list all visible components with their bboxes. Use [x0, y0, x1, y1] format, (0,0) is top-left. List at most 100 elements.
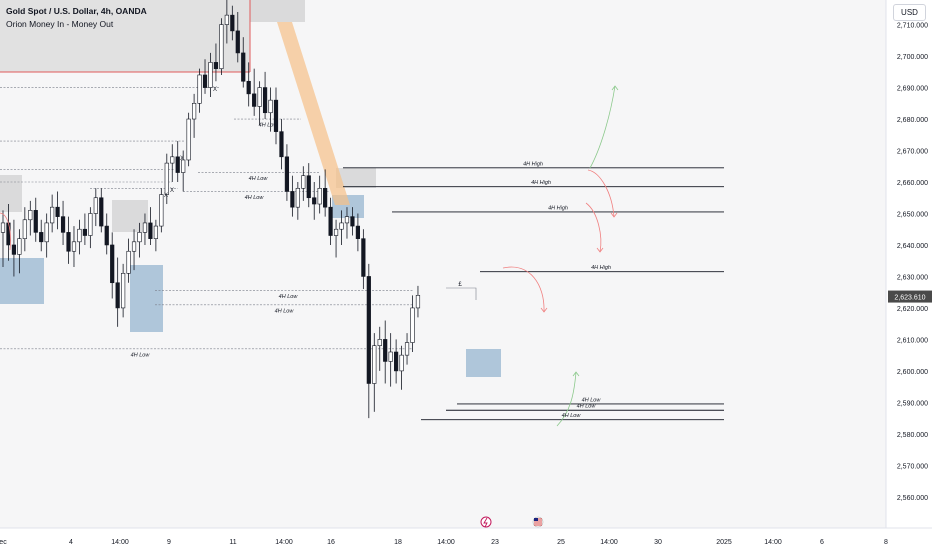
arrow-head [596, 247, 604, 253]
price-tick-label: 2,600.000 [897, 369, 928, 376]
candle [213, 43, 219, 82]
level-label: 4H High [523, 161, 543, 167]
time-tick-label: 18 [394, 539, 402, 546]
price-tick-label: 2,580.000 [897, 432, 928, 439]
time-tick-label: 14:00 [600, 539, 618, 546]
candle [399, 345, 404, 390]
candle [192, 93, 197, 138]
candle-body [11, 244, 17, 255]
candle [235, 12, 240, 63]
candle [415, 285, 421, 318]
candle [131, 229, 137, 271]
candle-body [104, 225, 109, 246]
candle-body [148, 222, 153, 239]
annotation-mark: X [164, 193, 168, 199]
price-axis[interactable]: 2,560.000 2,570.000 2,580.000 2,590.000 2,60… [888, 23, 932, 502]
candle [224, 0, 229, 44]
candle [202, 59, 208, 94]
candle-body [339, 222, 344, 230]
time-tick-label: 11 [229, 539, 236, 546]
candle [28, 200, 33, 236]
time-tick-label: 25 [557, 539, 565, 546]
zone-box [466, 349, 501, 377]
candle-body [175, 156, 180, 173]
candle [33, 197, 38, 242]
price-tick-label: 2,680.000 [897, 117, 928, 124]
candle-body [328, 206, 333, 236]
price-tick-label: 2,700.000 [897, 54, 928, 61]
candle [268, 87, 273, 132]
lightning-icon-circle [480, 516, 492, 528]
candle [257, 81, 262, 126]
indicator-name[interactable]: Orion Money In - Money Out [6, 19, 114, 29]
candle [197, 68, 202, 113]
candle-body [355, 225, 361, 239]
candle-body [284, 156, 290, 192]
projection-path [587, 169, 615, 218]
candle [262, 71, 268, 120]
candle-body [50, 206, 55, 224]
currency-button[interactable]: USD [893, 4, 926, 21]
candle-body [88, 213, 93, 236]
price-tick-label: 2,620.000 [897, 306, 928, 313]
level-label: 4H Low [562, 413, 582, 419]
candle [388, 333, 393, 387]
candle [208, 52, 213, 97]
plot-area[interactable] [0, 0, 886, 528]
price-badge [888, 290, 932, 303]
candle-body [66, 232, 71, 252]
candle-body [241, 52, 246, 82]
candle [88, 207, 93, 249]
candle [273, 87, 279, 145]
candle [110, 232, 115, 299]
time-tick-label: 9 [167, 539, 171, 546]
candle-body [235, 30, 240, 54]
candle [93, 188, 98, 227]
candle-body [6, 222, 11, 246]
zone-box [0, 175, 22, 212]
time-tick-label: 8 [884, 539, 888, 546]
level-label: 4H Low [259, 123, 279, 129]
candle [241, 37, 246, 88]
price-tick-label: 2,660.000 [897, 180, 928, 187]
time-axis[interactable]: ec 4 14:00 9 11 14:00 16 18 14:00 23 25 14:00 30 2025… [0, 539, 888, 546]
candle-body [44, 222, 49, 243]
candle [290, 175, 295, 217]
candle-body [164, 162, 169, 195]
candle [306, 163, 311, 208]
candle-body [17, 238, 22, 255]
candle [50, 194, 55, 233]
candle [137, 222, 142, 258]
candle [284, 144, 290, 201]
candle-body [252, 93, 257, 107]
candle [159, 188, 164, 233]
arrow-head [572, 371, 580, 377]
candle [383, 320, 388, 384]
annotation-mark: £ [458, 282, 462, 288]
candle-body [273, 99, 279, 132]
candle [121, 263, 126, 318]
candle [355, 213, 361, 252]
candle-body [224, 14, 229, 25]
candle-body [361, 238, 366, 277]
lightning-icon [480, 516, 492, 528]
candle-body [350, 216, 355, 227]
us-flag-icon [532, 516, 544, 528]
candle [0, 210, 6, 267]
level-label: 4H High [548, 205, 568, 211]
candle-body [181, 159, 186, 173]
symbol-title[interactable]: Gold Spot / U.S. Dollar, 4h, OANDA [6, 6, 147, 16]
candle [175, 141, 180, 182]
events-layer[interactable] [480, 516, 544, 528]
candle-body [192, 102, 197, 120]
candle [219, 18, 224, 75]
candle [22, 207, 27, 252]
candle-body [301, 175, 306, 189]
time-tick-label: 2025 [716, 539, 732, 546]
candle-body [295, 187, 300, 208]
price-tick-label: 2,690.000 [897, 86, 928, 93]
candle-body [377, 339, 382, 347]
candle-body [110, 244, 115, 284]
